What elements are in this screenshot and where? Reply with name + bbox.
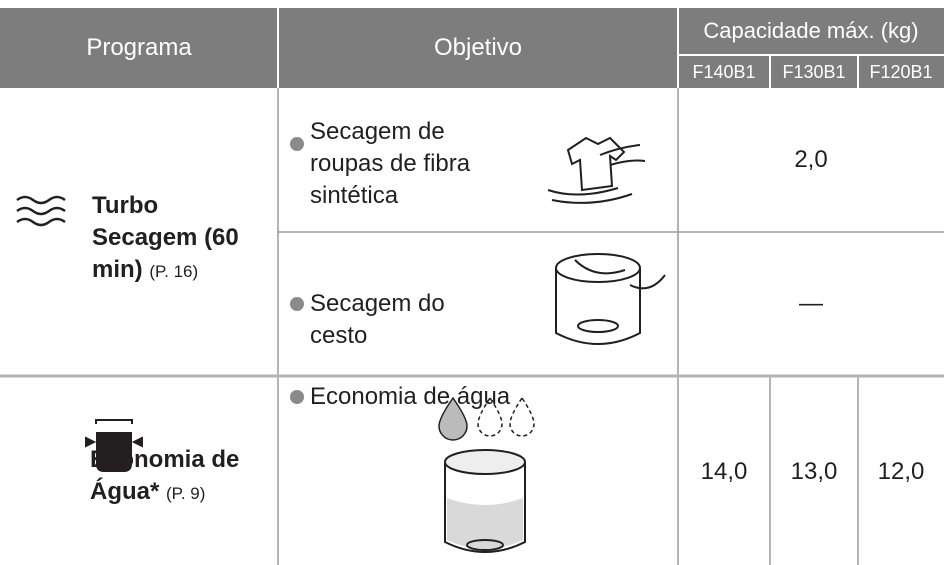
objective: Economia de água [310, 383, 511, 410]
capacity: 12,0 [877, 458, 925, 485]
program-name: Economia de Água* [90, 446, 240, 505]
program-name: Turbo Secagem (60 min) [92, 192, 239, 283]
capacity: 13,0 [790, 458, 838, 485]
header-program: Programa [86, 34, 192, 61]
page-ref: (P. 16) [149, 262, 199, 281]
capacity: 2,0 [794, 146, 828, 173]
model: F140B1 [692, 62, 756, 82]
header-capacity: Capacidade máx. (kg) [703, 18, 919, 43]
model: F120B1 [869, 62, 933, 82]
objective: Secagem de roupas de fibra sintética [310, 118, 471, 209]
page-ref: (P. 9) [166, 484, 206, 503]
program-1: Turbo Secagem (60 min) (P. 16) [92, 190, 264, 288]
capacity: 14,0 [700, 458, 748, 485]
capacity: — [799, 290, 823, 317]
header-objective: Objetivo [433, 34, 523, 61]
program-2: Economia de Água* (P. 9) [90, 444, 270, 510]
objective: Secagem do cesto [310, 290, 445, 349]
model: F130B1 [782, 62, 846, 82]
